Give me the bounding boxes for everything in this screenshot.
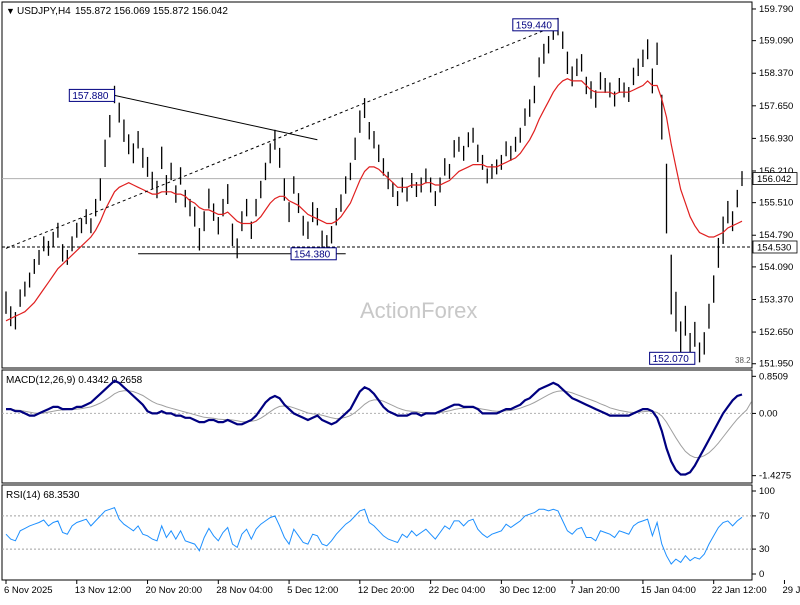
price-axis-label: 156.930: [759, 133, 793, 144]
rsi-title: RSI(14) 68.3530: [6, 490, 80, 501]
time-axis-label: 7 Jan 20:00: [570, 585, 620, 596]
price-annotation-label: 159.440: [516, 20, 553, 31]
support-price-badge-box: [752, 240, 798, 254]
symbol-dropdown-icon[interactable]: ▼: [6, 6, 15, 16]
time-axis-label: 30 Dec 12:00: [499, 585, 556, 596]
rsi-layer: [2, 506, 752, 565]
price-annotation-box: [290, 247, 337, 261]
price-axis-label: 159.090: [759, 36, 793, 47]
fib-level-label: 38.2: [735, 356, 751, 365]
support-price-badge: 154.530: [757, 242, 791, 253]
price-annotation-label: 152.070: [653, 354, 690, 365]
moving-average-line: [5, 78, 743, 322]
current-price-badge-box: [752, 172, 798, 185]
ohlc-readout: 155.872 156.069 155.872 156.042: [75, 6, 228, 17]
time-axis-label: 29 Jan 20:00: [782, 585, 800, 596]
price-layer: 157.880 159.440 154.380 152.070 38.2: [2, 17, 752, 365]
watermark: ActionForex: [360, 298, 477, 323]
price-axis-label: 154.790: [759, 230, 793, 241]
rsi-axis-label: 100: [759, 486, 775, 497]
symbol-label: USDJPY,H4: [17, 6, 71, 17]
price-axis-label: 153.370: [759, 294, 793, 305]
price-axis-label: 155.510: [759, 198, 793, 209]
axes-layer: 159.790 159.090 158.370 157.650 156.930 156.2…: [4, 4, 800, 596]
time-axis-label: 28 Nov 04:00: [216, 585, 273, 596]
time-axis-label: 22 Jan 12:00: [712, 585, 767, 596]
current-price-badge: 156.042: [757, 174, 791, 185]
rsi-axis-label: 30: [759, 544, 770, 555]
time-axis-label: 12 Dec 20:00: [358, 585, 415, 596]
price-axis-label: 154.090: [759, 262, 793, 273]
rsi-line: [5, 506, 743, 565]
rsi-pane[interactable]: [1, 484, 753, 581]
price-axis-label: 157.650: [759, 101, 793, 112]
macd-axis-label: 0.8509: [759, 371, 788, 382]
price-annotation-label: 157.880: [72, 91, 109, 102]
price-axis-label: 151.950: [759, 359, 793, 370]
rsi-axis-label: 70: [759, 511, 770, 522]
macd-pane[interactable]: [1, 369, 753, 484]
price-annotation-label: 154.380: [294, 249, 331, 260]
time-axis-label: 13 Nov 12:00: [75, 585, 132, 596]
macd-axis-label: 0.00: [759, 408, 778, 419]
time-axis-label: 22 Dec 04:00: [429, 585, 486, 596]
price-axis-label: 152.650: [759, 327, 793, 338]
time-axis-label: 6 Nov 2025: [4, 585, 53, 596]
price-annotation-box: [68, 88, 116, 102]
rsi-axis-label: 0: [759, 569, 764, 580]
time-axis-label: 15 Jan 04:00: [641, 585, 696, 596]
macd-layer: [2, 379, 752, 476]
price-axis-label: 156.210: [759, 166, 793, 177]
price-annotation-box: [512, 18, 559, 32]
macd-line: [6, 379, 743, 476]
macd-title: MACD(12,26,9) 0.4342 0.2658: [6, 375, 143, 386]
price-axis-label: 158.370: [759, 68, 793, 79]
time-axis-label: 20 Nov 20:00: [146, 585, 203, 596]
macd-axis-label: -1.4275: [759, 471, 791, 482]
price-pane[interactable]: [1, 1, 753, 369]
trendline: [114, 94, 318, 141]
price-annotation-box: [649, 351, 696, 365]
time-axis-label: 5 Dec 12:00: [287, 585, 338, 596]
price-axis-label: 159.790: [759, 4, 793, 15]
